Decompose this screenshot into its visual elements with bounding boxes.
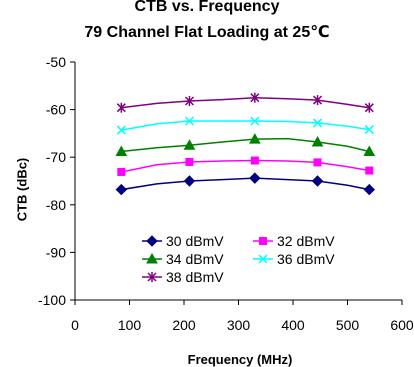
data-point xyxy=(116,125,126,135)
data-point xyxy=(250,92,260,103)
legend-marker xyxy=(147,272,157,282)
marker-stroke xyxy=(250,116,260,126)
marker-stroke xyxy=(312,118,323,128)
y-tick-label: -90 xyxy=(46,244,66,260)
x-tick-label: 300 xyxy=(227,317,251,333)
data-point xyxy=(249,133,261,144)
legend-item: 30 dBmV xyxy=(142,233,224,249)
legend-item: 32 dBmV xyxy=(253,233,335,249)
data-point xyxy=(249,172,261,184)
x-tick-label: 400 xyxy=(281,317,305,333)
y-tick-label: -60 xyxy=(46,102,66,118)
legend-item: 34 dBmV xyxy=(142,251,224,267)
data-point xyxy=(184,116,194,126)
x-tick-label: 0 xyxy=(71,317,79,333)
series-2 xyxy=(115,133,376,156)
data-point xyxy=(364,125,374,135)
series-0 xyxy=(115,172,376,196)
data-point xyxy=(115,183,128,196)
legend-label: 36 dBmV xyxy=(277,251,335,267)
x-tick-label: 100 xyxy=(118,317,142,333)
data-point xyxy=(312,95,323,106)
data-point xyxy=(312,118,323,128)
data-point xyxy=(183,139,196,150)
x-tick-label: 600 xyxy=(390,317,414,333)
data-point xyxy=(183,175,196,187)
legend-label: 38 dBmV xyxy=(166,269,224,285)
marker-stroke xyxy=(116,125,126,135)
data-point xyxy=(363,183,376,196)
marker-stroke xyxy=(364,125,374,135)
y-tick-label: -80 xyxy=(46,197,66,213)
data-point xyxy=(313,158,322,167)
series-4 xyxy=(116,92,374,113)
y-tick-label: -70 xyxy=(46,149,66,165)
data-point xyxy=(185,157,194,166)
data-point xyxy=(250,116,260,126)
data-point xyxy=(311,175,324,187)
data-point xyxy=(363,145,376,156)
legend-item: 36 dBmV xyxy=(253,251,335,267)
legend-marker xyxy=(258,254,268,264)
series-3 xyxy=(116,116,374,135)
data-point xyxy=(184,96,194,107)
marker-stroke xyxy=(258,254,268,264)
data-point xyxy=(364,102,374,113)
legend-marker xyxy=(259,237,267,245)
legend-label: 34 dBmV xyxy=(166,251,224,267)
series-line xyxy=(121,177,370,191)
data-point xyxy=(115,145,128,156)
chart-title: CTB vs. Frequency xyxy=(134,0,280,15)
legend-marker xyxy=(146,252,158,264)
series-1 xyxy=(117,156,374,176)
data-point xyxy=(365,166,374,175)
marker-stroke xyxy=(184,116,194,126)
legend-label: 30 dBmV xyxy=(166,233,224,249)
y-tick-label: -50 xyxy=(46,54,66,70)
legend-item: 38 dBmV xyxy=(142,269,224,285)
x-tick-label: 500 xyxy=(336,317,360,333)
data-point xyxy=(311,135,324,147)
x-tick-label: 200 xyxy=(172,317,196,333)
chart-subtitle: 79 Channel Flat Loading at 25℃ xyxy=(84,24,330,41)
y-tick-label: -100 xyxy=(38,292,66,308)
legend-marker xyxy=(146,235,158,247)
series-line xyxy=(121,96,370,109)
series-line xyxy=(121,137,370,153)
legend-label: 32 dBmV xyxy=(277,233,335,249)
data-point xyxy=(250,156,259,165)
data-point xyxy=(116,102,126,113)
x-axis-label: Frequency (MHz) xyxy=(187,352,293,367)
series-line xyxy=(121,159,370,173)
series-line xyxy=(121,120,370,131)
data-point xyxy=(117,167,126,176)
